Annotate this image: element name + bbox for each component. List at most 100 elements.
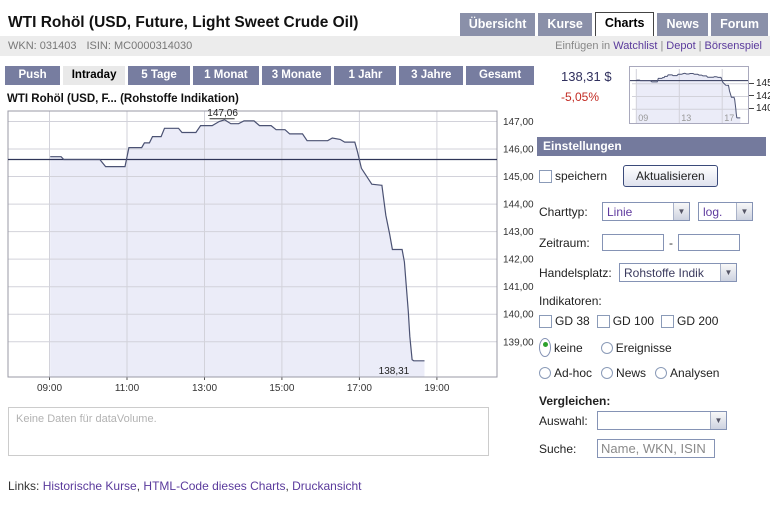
druckansicht-link[interactable]: Druckansicht bbox=[292, 479, 362, 493]
suche-label: Suche: bbox=[539, 441, 577, 456]
svg-text:138,31: 138,31 bbox=[379, 366, 410, 377]
svg-text:145,00: 145,00 bbox=[503, 172, 534, 183]
svg-text:142,00: 142,00 bbox=[503, 255, 534, 266]
links-label: Links: bbox=[8, 479, 40, 493]
auswahl-label: Auswahl: bbox=[539, 413, 588, 428]
scale-select[interactable]: log. ▼ bbox=[698, 202, 753, 221]
svg-text:09: 09 bbox=[638, 113, 648, 123]
tab-charts[interactable]: Charts bbox=[594, 12, 655, 36]
charttype-label: Charttyp: bbox=[539, 204, 588, 219]
watchlist-prefix: Einfügen in bbox=[555, 40, 611, 52]
suche-input[interactable] bbox=[597, 439, 715, 458]
radio-button-analysen[interactable] bbox=[655, 367, 668, 379]
svg-text:17: 17 bbox=[724, 113, 734, 123]
period-tab-intraday[interactable]: Intraday bbox=[63, 66, 126, 85]
handelsplatz-select[interactable]: Rohstoffe Indik ▼ bbox=[619, 263, 737, 282]
settings-panel: Einstellungen speichern Aktualisieren Ch… bbox=[537, 137, 766, 458]
zeitraum-to-input[interactable] bbox=[678, 234, 740, 251]
period-tab-1-monat[interactable]: 1 Monat bbox=[193, 66, 259, 85]
radio-button-ereignisse[interactable] bbox=[600, 341, 613, 354]
svg-text:13: 13 bbox=[681, 113, 691, 123]
mini-chart-axis: 145,00 142,50140,00 bbox=[749, 66, 770, 124]
radio-button-ad-hoc[interactable] bbox=[539, 367, 551, 379]
save-checkbox[interactable] bbox=[539, 169, 552, 183]
refresh-button[interactable]: Aktualisieren bbox=[623, 165, 718, 187]
last-price: 138,31 $ bbox=[561, 69, 612, 84]
period-tab-3-jahre[interactable]: 3 Jahre bbox=[399, 66, 464, 85]
radio-button-news[interactable] bbox=[601, 367, 614, 379]
vergleichen-label: Vergleichen: bbox=[539, 394, 611, 408]
period-tabs: Push Intraday 5 Tage 1 Monat 3 Monate 1 Jahr 3… bbox=[5, 66, 537, 85]
indicator-gd-38[interactable]: GD 38 bbox=[539, 314, 590, 328]
svg-text:141,00: 141,00 bbox=[503, 282, 534, 293]
radio-ad-hoc[interactable]: Ad-hoc bbox=[539, 366, 592, 380]
html-code-dieses-charts-link[interactable]: HTML-Code dieses Charts bbox=[143, 479, 286, 493]
indicator-checkbox-gd-38[interactable] bbox=[539, 314, 552, 328]
indicator-gd-200[interactable]: GD 200 bbox=[661, 314, 718, 328]
mini-axis-label: 140,00 bbox=[749, 103, 770, 114]
zeitraum-from-input[interactable] bbox=[602, 234, 664, 251]
tab-ubersicht[interactable]: Übersicht bbox=[459, 13, 536, 36]
svg-text:17:00: 17:00 bbox=[347, 383, 372, 394]
volume-box: Keine Daten für dataVolume. bbox=[8, 407, 489, 456]
svg-text:140,00: 140,00 bbox=[503, 310, 534, 321]
page-title: WTI Rohöl (USD, Future, Light Sweet Crud… bbox=[8, 14, 359, 31]
svg-text:13:00: 13:00 bbox=[192, 383, 217, 394]
mini-axis-label: 145,00 bbox=[749, 78, 770, 89]
quote-block: 138,31 $ -5,05% 09 13 17 145,00 142,50140,0… bbox=[537, 66, 770, 124]
svg-text:11:00: 11:00 bbox=[115, 383, 140, 394]
wkn-label: WKN: 031403 bbox=[8, 40, 77, 52]
indicator-checkbox-gd-200[interactable] bbox=[661, 314, 675, 328]
save-label: speichern bbox=[555, 169, 608, 183]
depot-link[interactable]: Depot bbox=[666, 40, 696, 52]
chevron-down-icon: ▼ bbox=[720, 264, 736, 281]
intraday-chart[interactable]: 147,00 146,00 145,00 144,00 143,00 142,00 141,… bbox=[0, 107, 540, 394]
radio-label: News bbox=[616, 366, 647, 380]
radio-button-keine[interactable] bbox=[539, 338, 551, 357]
sidebar: 138,31 $ -5,05% 09 13 17 145,00 142,50140,0… bbox=[537, 66, 770, 493]
volume-note: Keine Daten für dataVolume. bbox=[16, 413, 157, 425]
historische-kurse-link[interactable]: Historische Kurse bbox=[42, 479, 137, 493]
period-tab-3-monate[interactable]: 3 Monate bbox=[261, 66, 332, 85]
radio-ereignisse[interactable]: Ereignisse bbox=[600, 341, 672, 355]
period-tab-push[interactable]: Push bbox=[5, 66, 61, 85]
radio-keine[interactable]: keine bbox=[539, 338, 583, 357]
tab-news[interactable]: News bbox=[657, 13, 709, 36]
period-tab-gesamt[interactable]: Gesamt bbox=[466, 66, 534, 85]
separator: | bbox=[660, 40, 664, 52]
period-tab-5-tage[interactable]: 5 Tage bbox=[128, 66, 190, 85]
meta-band: WKN: 031403 ISIN: MC0000314030 Einfügen i… bbox=[0, 36, 770, 56]
mini-chart-wrap: 09 13 17 145,00 142,50140,00 bbox=[629, 66, 770, 124]
svg-text:146,00: 146,00 bbox=[503, 145, 534, 156]
top-tabs: Übersicht Kurse Charts News Forum bbox=[457, 12, 768, 36]
settings-header: Einstellungen bbox=[537, 137, 766, 156]
auswahl-select[interactable]: ▼ bbox=[597, 411, 727, 430]
indicator-gd-100[interactable]: GD 100 bbox=[596, 314, 654, 328]
radio-label: Analysen bbox=[670, 366, 720, 380]
indicator-label: GD 38 bbox=[555, 314, 590, 328]
chevron-down-icon: ▼ bbox=[710, 412, 726, 429]
period-tab-1-jahr[interactable]: 1 Jahr bbox=[334, 66, 397, 85]
save-checkbox-label[interactable]: speichern bbox=[539, 169, 607, 183]
svg-text:09:00: 09:00 bbox=[37, 383, 62, 394]
chevron-down-icon: ▼ bbox=[736, 203, 752, 220]
watchlist-link[interactable]: Watchlist bbox=[613, 40, 658, 52]
chart-title: WTI Rohöl (USD, F... (Rohstoffe Indikati… bbox=[7, 93, 239, 105]
charttype-select[interactable]: Linie ▼ bbox=[602, 202, 690, 221]
radio-news[interactable]: News bbox=[601, 366, 646, 380]
content: Push Intraday 5 Tage 1 Monat 3 Monate 1 Jahr 3… bbox=[0, 66, 770, 493]
indicator-label: GD 200 bbox=[677, 314, 719, 328]
borsenspiel-link[interactable]: Börsenspiel bbox=[704, 40, 762, 52]
svg-text:15:00: 15:00 bbox=[269, 383, 294, 394]
svg-text:147,06: 147,06 bbox=[207, 108, 238, 119]
svg-text:19:00: 19:00 bbox=[424, 383, 449, 394]
chevron-down-icon: ▼ bbox=[673, 203, 689, 220]
handelsplatz-value: Rohstoffe Indik bbox=[624, 265, 704, 280]
charttype-value: Linie bbox=[607, 204, 633, 219]
indicator-checkbox-gd-100[interactable] bbox=[596, 314, 610, 328]
mini-chart[interactable]: 09 13 17 bbox=[629, 66, 749, 124]
radio-analysen[interactable]: Analysen bbox=[655, 366, 719, 380]
tab-forum[interactable]: Forum bbox=[711, 13, 768, 36]
tab-kurse[interactable]: Kurse bbox=[538, 13, 592, 36]
zeitraum-separator: - bbox=[669, 235, 673, 250]
